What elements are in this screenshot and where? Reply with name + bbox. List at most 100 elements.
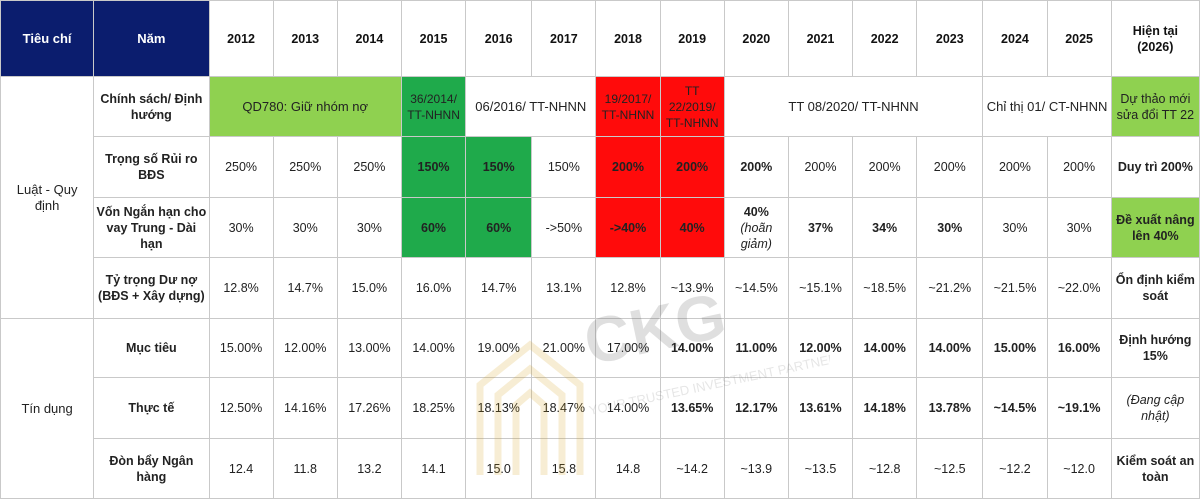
actual-cell: 14.16% <box>272 377 338 439</box>
leverage-cell: ~12.5 <box>916 438 984 499</box>
funding-2020-note: (hoãn giảm) <box>740 220 773 251</box>
risk-cell: 200% <box>723 136 789 198</box>
header-year: Năm <box>93 0 210 77</box>
risk-cell: 150% <box>531 136 597 198</box>
share-cell: ~13.9% <box>659 257 725 319</box>
header-year-cell: 2019 <box>659 0 725 77</box>
share-cell: 14.7% <box>272 257 338 319</box>
funding-cell: 30% <box>916 197 984 258</box>
target-cell: 12.00% <box>272 318 338 378</box>
share-cell: 15.0% <box>336 257 402 319</box>
funding-2020-value: 40% <box>743 204 769 219</box>
actual-current: (Đang cập nhật) <box>1110 377 1200 439</box>
risk-cell: 200% <box>659 136 725 198</box>
header-year-cell: 2016 <box>465 0 533 77</box>
leverage-cell: 14.1 <box>400 438 467 499</box>
risk-cell: 200% <box>787 136 854 198</box>
policy-ct01: Chỉ thị 01/ CT-NHNN <box>982 76 1112 137</box>
row-label-target: Mục tiêu <box>93 318 210 378</box>
share-cell: ~21.5% <box>982 257 1048 319</box>
leverage-cell: ~13.5 <box>787 438 854 499</box>
policy-tt06: 06/2016/ TT-NHNN <box>465 76 597 137</box>
policy-tt19: 19/2017/ TT-NHNN <box>595 76 661 137</box>
funding-cell: ->40% <box>595 197 661 258</box>
share-cell: 13.1% <box>531 257 597 319</box>
actual-cell: 12.50% <box>208 377 274 439</box>
leverage-cell: ~12.0 <box>1046 438 1112 499</box>
risk-cell: 200% <box>852 136 918 198</box>
actual-cell: 14.00% <box>595 377 661 439</box>
header-year-cell: 2014 <box>336 0 402 77</box>
row-label-funding: Vốn Ngắn hạn cho vay Trung - Dài hạn <box>93 197 210 258</box>
target-cell: 21.00% <box>531 318 597 378</box>
header-year-cell: 2013 <box>272 0 338 77</box>
share-cell: ~18.5% <box>852 257 918 319</box>
actual-cell: ~14.5% <box>982 377 1048 439</box>
header-year-cell: 2024 <box>982 0 1048 77</box>
group-credit: Tín dụng <box>0 318 95 499</box>
leverage-cell: 15.8 <box>531 438 597 499</box>
risk-cell: 150% <box>400 136 467 198</box>
funding-cell: 40% <box>659 197 725 258</box>
actual-cell: 18.25% <box>400 377 467 439</box>
target-cell: 19.00% <box>465 318 533 378</box>
target-row: Tín dụng Mục tiêu 15.00% 12.00% 13.00% 1… <box>0 318 1200 499</box>
target-cell: 12.00% <box>787 318 854 378</box>
actual-cell: 13.78% <box>916 377 984 439</box>
risk-current: Duy trì 200% <box>1110 136 1200 198</box>
share-cell: 14.7% <box>465 257 533 319</box>
header-current: Hiện tại (2026) <box>1110 0 1200 77</box>
row-label-policy: Chính sách/ Định hướng <box>93 76 210 137</box>
risk-cell: 150% <box>465 136 533 198</box>
header-row: Tiêu chí Năm 2012 2013 2014 2015 2016 20… <box>0 0 1200 77</box>
target-cell: 17.00% <box>595 318 661 378</box>
risk-cell: 250% <box>208 136 274 198</box>
funding-row: Vốn Ngắn hạn cho vay Trung - Dài hạn 30%… <box>1 197 1200 258</box>
actual-cell: ~19.1% <box>1046 377 1112 439</box>
header-year-cell: 2012 <box>208 0 274 77</box>
policy-qd780: QD780: Giữ nhóm nợ <box>208 76 402 137</box>
header-criteria: Tiêu chí <box>0 0 95 77</box>
leverage-cell: ~14.2 <box>659 438 725 499</box>
header-year-cell: 2018 <box>595 0 661 77</box>
leverage-cell: 15.0 <box>465 438 533 499</box>
leverage-current: Kiểm soát an toàn <box>1110 438 1200 499</box>
header-year-cell: 2017 <box>531 0 597 77</box>
risk-cell: 200% <box>595 136 661 198</box>
funding-cell: 60% <box>400 197 467 258</box>
funding-cell: 60% <box>465 197 533 258</box>
target-cell: 11.00% <box>723 318 789 378</box>
target-cell: 14.00% <box>852 318 918 378</box>
header-year-cell: 2023 <box>916 0 984 77</box>
target-cell: 14.00% <box>659 318 725 378</box>
target-cell: 15.00% <box>982 318 1048 378</box>
share-cell: ~15.1% <box>787 257 854 319</box>
row-label-actual: Thực tế <box>93 377 210 439</box>
risk-cell: 200% <box>982 136 1048 198</box>
actual-cell: 17.26% <box>336 377 402 439</box>
share-cell: ~21.2% <box>916 257 984 319</box>
share-cell: 12.8% <box>595 257 661 319</box>
funding-cell: 30% <box>272 197 338 258</box>
header-year-cell: 2021 <box>787 0 854 77</box>
actual-cell: 18.13% <box>465 377 533 439</box>
funding-cell: 30% <box>208 197 274 258</box>
funding-cell: 37% <box>787 197 854 258</box>
risk-cell: 200% <box>916 136 984 198</box>
policy-tt08: TT 08/2020/ TT-NHNN <box>723 76 984 137</box>
share-cell: ~14.5% <box>723 257 789 319</box>
policy-tt22: TT 22/2019/ TT-NHNN <box>659 76 725 137</box>
leverage-row: Đòn bẩy Ngân hàng 12.4 11.8 13.2 14.1 15… <box>1 438 1200 499</box>
leverage-cell: 13.2 <box>336 438 402 499</box>
leverage-cell: ~13.9 <box>723 438 789 499</box>
policy-current: Dự thảo mới sửa đổi TT 22 <box>1110 76 1200 137</box>
policy-tt36: 36/2014/ TT-NHNN <box>400 76 467 137</box>
risk-cell: 250% <box>272 136 338 198</box>
leverage-cell: 12.4 <box>208 438 274 499</box>
share-cell: ~22.0% <box>1046 257 1112 319</box>
share-current: Ổn định kiểm soát <box>1110 257 1200 319</box>
share-cell: 16.0% <box>400 257 467 319</box>
leverage-cell: ~12.8 <box>852 438 918 499</box>
row-label-risk: Trọng số Rủi ro BĐS <box>93 136 210 198</box>
